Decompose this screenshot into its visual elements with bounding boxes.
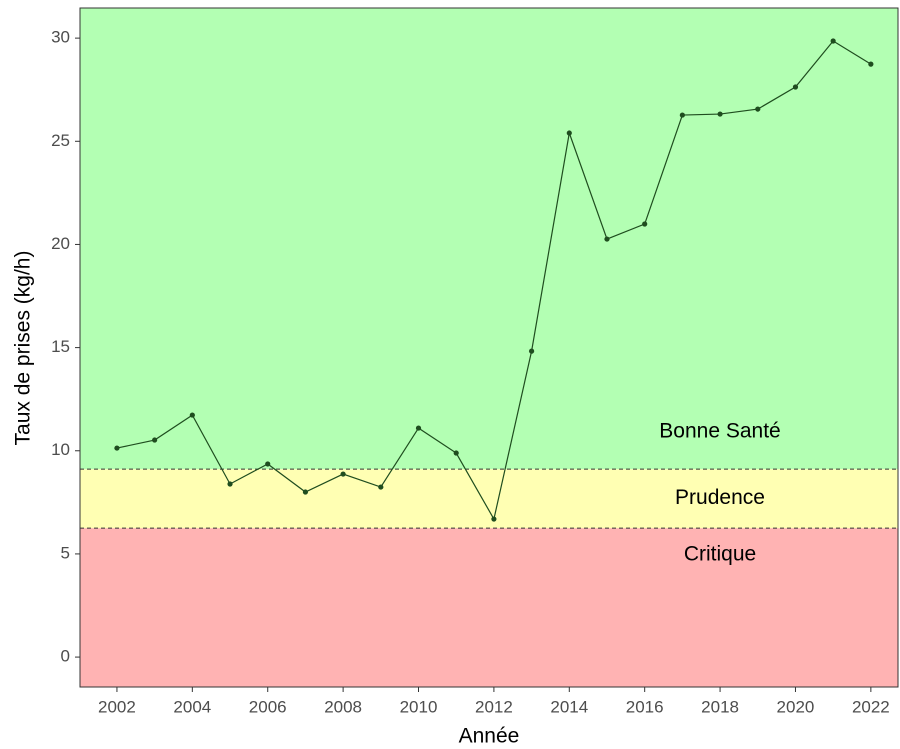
data-point: [453, 450, 459, 456]
y-axis-title: Taux de prises (kg/h): [12, 251, 35, 446]
y-tick-label: 5: [61, 543, 70, 562]
y-tick-label: 25: [51, 131, 70, 150]
data-point: [415, 425, 422, 431]
zone: [80, 469, 898, 529]
y-tick-label: 15: [51, 337, 70, 356]
data-point: [114, 445, 120, 451]
x-tick-label: 2014: [550, 697, 588, 716]
zone-label: Critique: [684, 543, 756, 566]
data-point: [717, 111, 723, 117]
data-point: [378, 484, 384, 490]
zone-label: Prudence: [675, 486, 765, 509]
x-tick-label: 2010: [400, 697, 438, 716]
data-point: [302, 489, 309, 495]
data-point: [604, 236, 610, 242]
data-point: [679, 112, 685, 118]
data-point: [189, 412, 195, 418]
zone: [80, 528, 898, 687]
y-tick-label: 0: [61, 647, 70, 666]
plot-border: [79, 7, 899, 688]
x-tick-label: 2012: [475, 697, 513, 716]
x-tick-label: 2008: [324, 697, 362, 716]
zone: [80, 8, 898, 470]
x-tick-label: 2004: [173, 697, 211, 716]
data-point: [868, 61, 874, 67]
data-point: [642, 221, 648, 227]
data-point: [265, 461, 271, 467]
data-point: [792, 84, 799, 90]
data-point: [340, 471, 346, 477]
y-tick-label: 30: [51, 28, 70, 47]
x-tick-label: 2016: [626, 697, 664, 716]
y-tick-label: 10: [51, 440, 70, 459]
data-point: [566, 130, 572, 136]
x-tick-label: 2018: [701, 697, 739, 716]
x-tick-label: 2020: [777, 697, 815, 716]
data-point: [755, 106, 761, 112]
x-tick-label: 2002: [98, 697, 136, 716]
x-tick-label: 2022: [852, 697, 890, 716]
data-point: [227, 481, 233, 487]
data-point: [830, 38, 836, 44]
y-tick-label: 20: [51, 234, 70, 253]
data-point: [152, 437, 158, 443]
data-point: [528, 348, 535, 354]
x-tick-label: 2006: [249, 697, 287, 716]
x-axis-title: Année: [459, 725, 520, 748]
zone-label: Bonne Santé: [659, 420, 780, 443]
data-point: [491, 516, 497, 522]
